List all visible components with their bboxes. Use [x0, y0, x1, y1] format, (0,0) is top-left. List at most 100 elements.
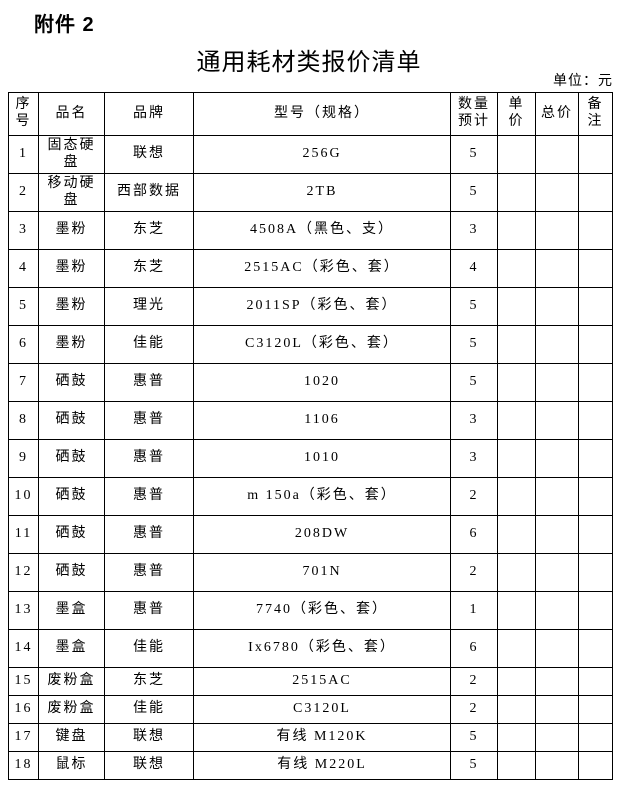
- cell-total-price: [535, 135, 579, 174]
- cell-index: 9: [8, 439, 39, 478]
- cell-remark: [578, 553, 613, 592]
- table-row: 18 鼠标 联想 有线 M220L 5: [8, 751, 613, 780]
- cell-qty: 2: [450, 553, 498, 592]
- cell-index: 13: [8, 591, 39, 630]
- cell-remark: [578, 211, 613, 250]
- cell-name: 硒鼓: [38, 401, 105, 440]
- cell-name: 硒鼓: [38, 439, 105, 478]
- cell-qty: 5: [450, 363, 498, 402]
- cell-index: 18: [8, 751, 39, 780]
- cell-remark: [578, 515, 613, 554]
- cell-brand: 惠普: [104, 553, 194, 592]
- table-body: 1 固态硬 盘联想 256G 5 2 移动硬 盘西部数据 2TB 5 3 墨粉 东芝 4508A（黑色…: [8, 135, 613, 780]
- cell-brand: 佳能: [104, 695, 194, 724]
- cell-index: 2: [8, 173, 39, 212]
- cell-qty: 6: [450, 629, 498, 668]
- cell-model: 2TB: [193, 173, 451, 212]
- cell-index: 3: [8, 211, 39, 250]
- cell-model: 1106: [193, 401, 451, 440]
- cell-brand: 惠普: [104, 363, 194, 402]
- cell-name: 鼠标: [38, 751, 105, 780]
- cell-unit-price: [497, 695, 536, 724]
- cell-brand: 西部数据: [104, 173, 194, 212]
- cell-remark: [578, 325, 613, 364]
- cell-qty: 5: [450, 135, 498, 174]
- cell-model: 有线 M220L: [193, 751, 451, 780]
- cell-model: m 150a（彩色、套）: [193, 477, 451, 516]
- cell-index: 1: [8, 135, 39, 174]
- table-row: 1 固态硬 盘联想 256G 5: [8, 135, 613, 174]
- cell-unit-price: [497, 325, 536, 364]
- cell-model: 1010: [193, 439, 451, 478]
- table-row: 15 废粉盒 东芝 2515AC 2: [8, 667, 613, 696]
- cell-brand: 理光: [104, 287, 194, 326]
- cell-qty: 5: [450, 173, 498, 212]
- cell-name: 墨盒: [38, 591, 105, 630]
- table-header: 序 号品名 品牌 型号（规格） 数量 预计单 价总价备 注: [8, 92, 613, 136]
- cell-brand: 惠普: [104, 401, 194, 440]
- cell-unit-price: [497, 287, 536, 326]
- cell-brand: 佳能: [104, 629, 194, 668]
- cell-unit-price: [497, 249, 536, 288]
- cell-total-price: [535, 325, 579, 364]
- cell-name: 硒鼓: [38, 477, 105, 516]
- table-row: 9 硒鼓 惠普 1010 3: [8, 439, 613, 478]
- table-row: 5 墨粉 理光 2011SP（彩色、套） 5: [8, 287, 613, 326]
- table-row: 12 硒鼓 惠普 701N 2: [8, 553, 613, 592]
- cell-remark: [578, 173, 613, 212]
- cell-unit-price: [497, 439, 536, 478]
- attachment-label: 附件 2: [34, 14, 95, 36]
- cell-index: 16: [8, 695, 39, 724]
- cell-unit-price: [497, 363, 536, 402]
- cell-name: 硒鼓: [38, 515, 105, 554]
- cell-brand: 联想: [104, 723, 194, 752]
- cell-index: 10: [8, 477, 39, 516]
- cell-model: 2515AC（彩色、套）: [193, 249, 451, 288]
- table-header-row: 序 号品名 品牌 型号（规格） 数量 预计单 价总价备 注: [8, 92, 613, 136]
- cell-total-price: [535, 477, 579, 516]
- unit-note: 单位：元: [553, 74, 613, 89]
- cell-qty: 5: [450, 287, 498, 326]
- cell-name: 硒鼓: [38, 363, 105, 402]
- table-row: 3 墨粉 东芝 4508A（黑色、支） 3: [8, 211, 613, 250]
- cell-qty: 5: [450, 325, 498, 364]
- cell-total-price: [535, 723, 579, 752]
- cell-remark: [578, 135, 613, 174]
- cell-qty: 6: [450, 515, 498, 554]
- cell-total-price: [535, 249, 579, 288]
- cell-remark: [578, 629, 613, 668]
- header-name: 品名: [38, 92, 105, 136]
- quotation-table: 序 号品名 品牌 型号（规格） 数量 预计单 价总价备 注 1 固态硬 盘联想 256G 5…: [8, 92, 613, 780]
- cell-total-price: [535, 629, 579, 668]
- cell-unit-price: [497, 723, 536, 752]
- cell-brand: 惠普: [104, 591, 194, 630]
- table-row: 6 墨粉 佳能 C3120L（彩色、套） 5: [8, 325, 613, 364]
- cell-remark: [578, 249, 613, 288]
- cell-remark: [578, 695, 613, 724]
- table-row: 13 墨盒 惠普 7740（彩色、套） 1: [8, 591, 613, 630]
- table-row: 10 硒鼓 惠普 m 150a（彩色、套） 2: [8, 477, 613, 516]
- cell-qty: 3: [450, 439, 498, 478]
- table-row: 17 键盘 联想 有线 M120K 5: [8, 723, 613, 752]
- cell-unit-price: [497, 401, 536, 440]
- cell-remark: [578, 591, 613, 630]
- table-row: 14 墨盒 佳能 Ix6780（彩色、套） 6: [8, 629, 613, 668]
- header-qty: 数量 预计: [450, 92, 498, 136]
- page-title: 通用耗材类报价清单: [196, 50, 422, 76]
- cell-qty: 3: [450, 401, 498, 440]
- cell-brand: 东芝: [104, 249, 194, 288]
- cell-qty: 4: [450, 249, 498, 288]
- cell-model: 2011SP（彩色、套）: [193, 287, 451, 326]
- cell-model: 256G: [193, 135, 451, 174]
- cell-unit-price: [497, 135, 536, 174]
- cell-remark: [578, 723, 613, 752]
- cell-name: 移动硬 盘: [38, 173, 105, 212]
- cell-brand: 东芝: [104, 211, 194, 250]
- cell-index: 15: [8, 667, 39, 696]
- cell-qty: 2: [450, 477, 498, 516]
- cell-qty: 5: [450, 751, 498, 780]
- header-index: 序 号: [8, 92, 39, 136]
- cell-index: 5: [8, 287, 39, 326]
- cell-brand: 东芝: [104, 667, 194, 696]
